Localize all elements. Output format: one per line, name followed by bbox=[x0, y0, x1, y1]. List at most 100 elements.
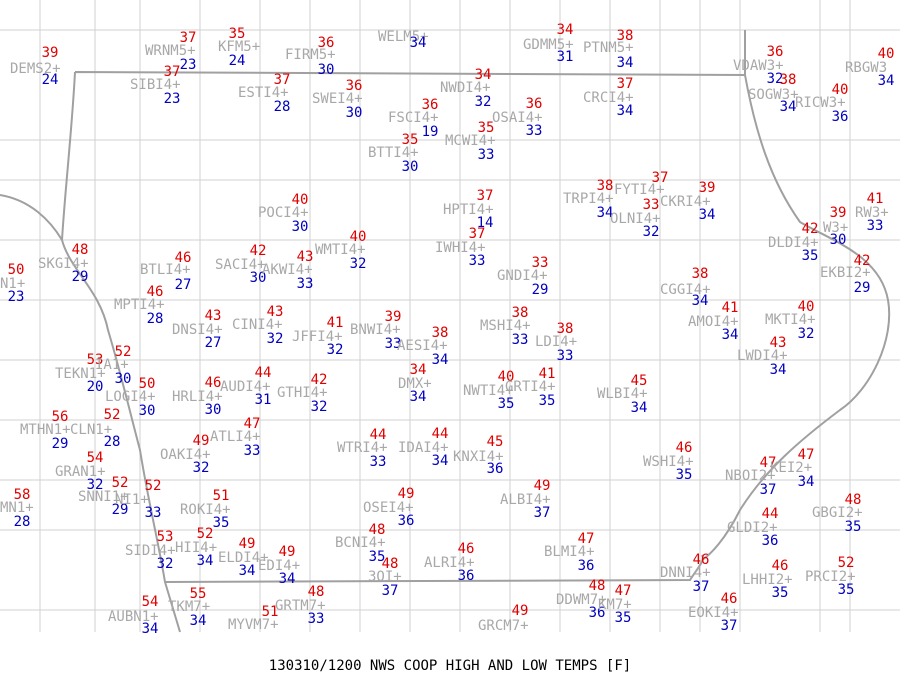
low-temp: 27 bbox=[175, 277, 192, 293]
low-temp: 32 bbox=[327, 342, 344, 358]
low-temp: 30 bbox=[292, 219, 309, 235]
high-temp: 46 bbox=[147, 284, 164, 300]
low-temp: 35 bbox=[802, 248, 819, 264]
low-temp: 33 bbox=[297, 276, 314, 292]
station-id: GBGI2+ bbox=[812, 505, 863, 521]
high-temp: 43 bbox=[205, 308, 222, 324]
high-temp: 34 bbox=[410, 362, 427, 378]
high-temp: 50 bbox=[139, 376, 156, 392]
high-temp: 39 bbox=[830, 205, 847, 221]
low-temp: 30 bbox=[346, 105, 363, 121]
station-id: IA1+ bbox=[95, 357, 129, 373]
station-id: MN1+ bbox=[0, 500, 34, 516]
low-temp: 24 bbox=[42, 72, 59, 88]
station-id: KNXI4+ bbox=[453, 449, 504, 465]
station-id: AMOI4+ bbox=[688, 314, 739, 330]
station-id: TRPI4+ bbox=[563, 191, 614, 207]
high-temp: 48 bbox=[589, 578, 606, 594]
high-temp: 42 bbox=[311, 372, 328, 388]
high-temp: 47 bbox=[760, 455, 777, 471]
station-id: ATLI4+ bbox=[210, 429, 261, 445]
low-temp: 34 bbox=[279, 571, 296, 587]
station-id: WELM5+ bbox=[378, 29, 429, 45]
high-temp: 38 bbox=[780, 72, 797, 88]
high-temp: 52 bbox=[112, 475, 129, 491]
high-temp: 38 bbox=[597, 178, 614, 194]
station-id: WMTI4+ bbox=[315, 242, 366, 258]
station-id: OAKI4+ bbox=[160, 447, 211, 463]
low-temp: 34 bbox=[410, 389, 427, 405]
low-temp: 28 bbox=[14, 514, 31, 530]
station-id: AUBN1+ bbox=[108, 609, 159, 625]
low-temp: 35 bbox=[213, 515, 230, 531]
high-temp: 51 bbox=[213, 488, 230, 504]
station-id: FSCI4+ bbox=[388, 110, 439, 126]
low-temp: 33 bbox=[557, 348, 574, 364]
station-id: EOKI4+ bbox=[688, 605, 739, 621]
station-id: KEI2+ bbox=[770, 460, 812, 476]
station-id: CKRI4+ bbox=[660, 194, 711, 210]
high-temp: 46 bbox=[676, 440, 693, 456]
station-id: GDMM5+ bbox=[523, 37, 574, 53]
low-temp: 35 bbox=[539, 393, 556, 409]
high-temp: 46 bbox=[458, 541, 475, 557]
low-temp: 33 bbox=[512, 332, 529, 348]
low-temp: 34 bbox=[770, 362, 787, 378]
low-temp: 27 bbox=[205, 335, 222, 351]
station-id: BCNI4+ bbox=[335, 535, 386, 551]
low-temp: 32 bbox=[311, 399, 328, 415]
high-temp: 37 bbox=[164, 64, 181, 80]
low-temp: 34 bbox=[798, 474, 815, 490]
station-id: TEKN1+ bbox=[55, 366, 106, 382]
station-id: SOGW3+ bbox=[748, 87, 799, 103]
station-id: MYVM7+ bbox=[228, 617, 279, 633]
station-id: ROKI4+ bbox=[180, 502, 231, 518]
low-temp: 32 bbox=[350, 256, 367, 272]
low-temp: 36 bbox=[578, 558, 595, 574]
high-temp: 41 bbox=[327, 315, 344, 331]
high-temp: 34 bbox=[557, 22, 574, 38]
low-temp: 19 bbox=[422, 124, 439, 140]
low-temp: 32 bbox=[643, 224, 660, 240]
station-id: PRCI2+ bbox=[805, 569, 856, 585]
low-temp: 32 bbox=[475, 94, 492, 110]
low-temp: 34 bbox=[631, 400, 648, 416]
low-temp: 32 bbox=[87, 477, 104, 493]
station-id: IDAI4+ bbox=[398, 440, 449, 456]
station-id: DLDI4+ bbox=[768, 235, 819, 251]
station-id: N1+ bbox=[0, 276, 25, 292]
high-temp: 36 bbox=[526, 96, 543, 112]
low-temp: 33 bbox=[244, 443, 261, 459]
high-temp: 49 bbox=[279, 544, 296, 560]
station-id: 3OI+ bbox=[368, 569, 402, 585]
high-temp: 40 bbox=[350, 229, 367, 245]
station-id: DEMS2+ bbox=[10, 61, 61, 77]
high-temp: 37 bbox=[652, 170, 669, 186]
high-temp: 44 bbox=[255, 365, 272, 381]
high-temp: 46 bbox=[721, 591, 738, 607]
high-temp: 53 bbox=[87, 352, 104, 368]
high-temp: 44 bbox=[762, 506, 779, 522]
low-temp: 35 bbox=[615, 610, 632, 626]
low-temp: 35 bbox=[369, 549, 386, 565]
high-temp: 49 bbox=[512, 603, 529, 619]
low-temp: 31 bbox=[557, 49, 574, 65]
county-lines bbox=[0, 0, 900, 632]
high-temp: 51 bbox=[262, 604, 279, 620]
high-temp: 36 bbox=[318, 35, 335, 51]
low-temp: 23 bbox=[180, 57, 197, 73]
high-temp: 52 bbox=[145, 478, 162, 494]
station-id: FYTI4+ bbox=[614, 182, 665, 198]
high-temp: 47 bbox=[578, 531, 595, 547]
low-temp: 36 bbox=[458, 568, 475, 584]
high-temp: 37 bbox=[477, 188, 494, 204]
station-id: LOGI4+ bbox=[105, 389, 156, 405]
high-temp: 45 bbox=[631, 373, 648, 389]
high-temp: 52 bbox=[104, 407, 121, 423]
low-temp: 37 bbox=[693, 579, 710, 595]
station-id: MSHI4+ bbox=[480, 318, 531, 334]
high-temp: 40 bbox=[878, 46, 895, 62]
high-temp: 38 bbox=[512, 305, 529, 321]
station-id: SIBI4+ bbox=[130, 77, 181, 93]
station-id: RW3+ bbox=[855, 205, 889, 221]
